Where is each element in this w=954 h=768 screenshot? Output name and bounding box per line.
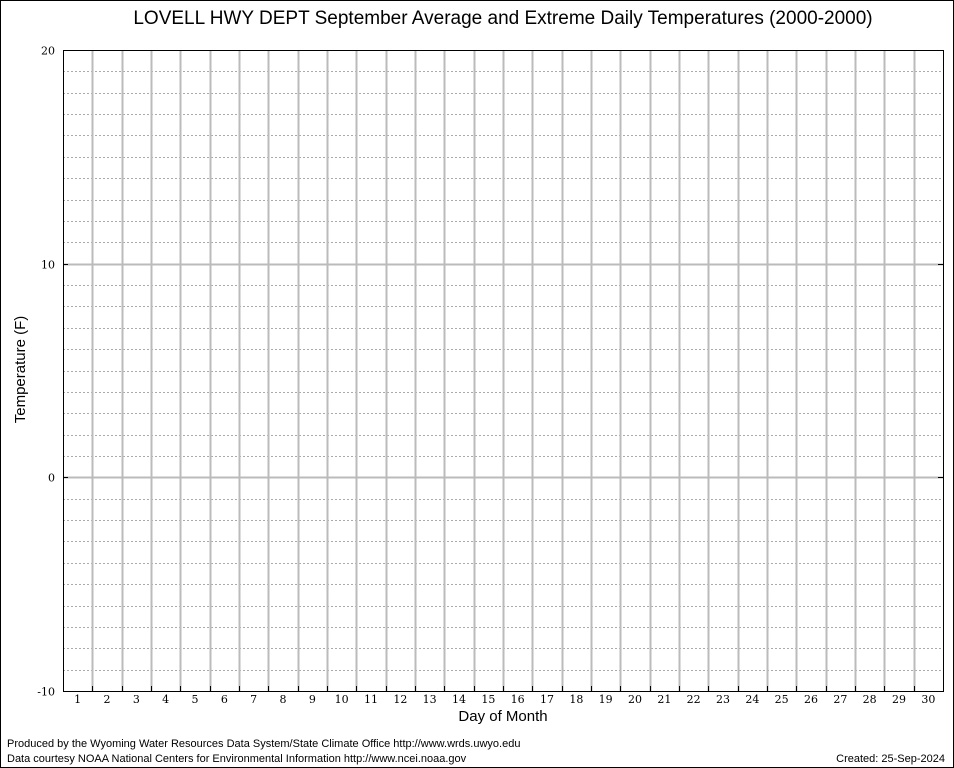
x-tick-label: 22 (687, 693, 701, 706)
x-tick-label: 20 (628, 693, 642, 706)
x-tick-label: 26 (804, 693, 818, 706)
y-tick-label: 20 (41, 45, 55, 58)
x-tick-label: 18 (569, 693, 583, 706)
plot-border (63, 50, 944, 692)
created-date: Created: 25-Sep-2024 (836, 753, 945, 765)
x-tick-label: 19 (599, 693, 613, 706)
x-tick-label: 28 (863, 693, 877, 706)
x-tick-label: 11 (364, 693, 378, 706)
x-tick-label: 21 (657, 693, 671, 706)
x-tick-label: 24 (745, 693, 759, 706)
x-tick-label: 3 (133, 693, 140, 706)
x-tick-label: 13 (423, 693, 437, 706)
credit-line-2: Data courtesy NOAA National Centers for … (7, 753, 467, 765)
y-tick-label: 0 (48, 472, 55, 485)
x-axis-ticks: 1 2 3 4 5 6 7 8 9 10 11 12 13 14 15 16 17 18 19 20 21 22 23 24 2… (63, 686, 935, 706)
x-axis-label: Day of Month (458, 708, 547, 725)
x-tick-label: 27 (833, 693, 847, 706)
x-tick-label: 12 (393, 693, 407, 706)
x-tick-label: 6 (221, 693, 228, 706)
y-axis-label: Temperature (F) (12, 316, 29, 424)
x-tick-label: 7 (250, 693, 257, 706)
x-tick-label: 16 (511, 693, 525, 706)
y-tick-label: 10 (41, 259, 55, 272)
x-tick-label: 15 (481, 693, 495, 706)
x-tick-label: 29 (892, 693, 906, 706)
x-tick-label: 9 (309, 693, 316, 706)
x-tick-label: 8 (280, 693, 287, 706)
x-tick-label: 5 (192, 693, 199, 706)
x-tick-label: 4 (162, 693, 169, 706)
chart-title: LOVELL HWY DEPT September Average and Ex… (133, 8, 873, 29)
x-tick-label: 1 (74, 693, 81, 706)
grid-layer (63, 50, 943, 691)
x-tick-label: 10 (335, 693, 349, 706)
x-tick-label: 30 (921, 693, 935, 706)
x-tick-label: 17 (540, 693, 554, 706)
x-tick-label: 2 (104, 693, 111, 706)
y-axis-ticks: -10 0 10 20 (37, 45, 943, 699)
x-tick-label: 23 (716, 693, 730, 706)
x-tick-label: 14 (452, 693, 466, 706)
plot-area-frame (63, 50, 944, 692)
y-tick-label: -10 (37, 686, 55, 699)
credit-line-1: Produced by the Wyoming Water Resources … (7, 738, 521, 750)
x-tick-label: 25 (775, 693, 789, 706)
